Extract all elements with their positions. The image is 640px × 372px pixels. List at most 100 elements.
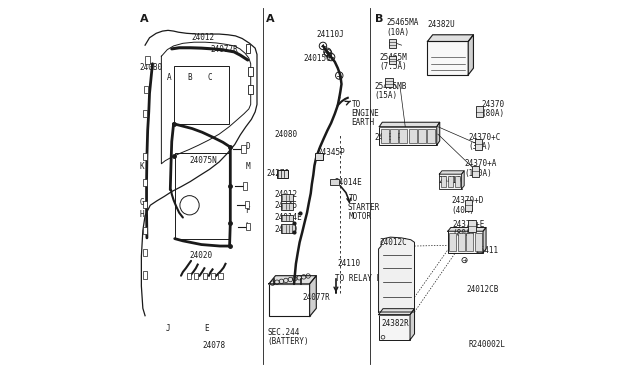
Text: 24075N: 24075N: [189, 155, 218, 164]
Text: 24077R: 24077R: [303, 293, 330, 302]
Text: TO: TO: [349, 195, 358, 203]
Bar: [281, 203, 293, 210]
Text: B: B: [375, 14, 383, 24]
Polygon shape: [428, 35, 474, 41]
Bar: [476, 106, 483, 118]
Bar: [277, 170, 288, 178]
Bar: [378, 315, 410, 340]
Text: 25410: 25410: [438, 176, 461, 185]
Bar: [399, 129, 407, 143]
Bar: [466, 233, 473, 251]
Text: 24014E: 24014E: [275, 213, 303, 222]
Text: 24370: 24370: [481, 100, 504, 109]
Text: K: K: [140, 162, 144, 171]
Polygon shape: [468, 35, 474, 75]
Text: 24345: 24345: [275, 201, 298, 210]
Text: (30A): (30A): [468, 142, 492, 151]
Text: B: B: [188, 73, 192, 82]
Text: (15A): (15A): [375, 92, 398, 100]
Bar: [380, 127, 436, 145]
Polygon shape: [483, 228, 486, 253]
Text: (80A): (80A): [481, 109, 504, 118]
Text: 24382R: 24382R: [381, 319, 409, 328]
Text: (40A): (40A): [452, 206, 475, 215]
Text: 24270: 24270: [267, 169, 290, 178]
Bar: [143, 86, 148, 93]
Polygon shape: [380, 122, 440, 127]
Bar: [389, 39, 396, 48]
Bar: [385, 78, 392, 87]
Bar: [472, 166, 479, 177]
Polygon shape: [378, 309, 415, 315]
Bar: [211, 273, 215, 279]
Text: J: J: [166, 324, 170, 333]
Bar: [145, 56, 150, 64]
Text: L: L: [245, 222, 250, 231]
Bar: [143, 153, 147, 160]
Bar: [143, 110, 147, 118]
Text: 24078: 24078: [202, 341, 226, 350]
Bar: [448, 176, 453, 187]
Bar: [439, 174, 461, 189]
Bar: [281, 215, 293, 221]
Bar: [381, 129, 388, 143]
Bar: [475, 233, 481, 251]
Polygon shape: [436, 122, 440, 145]
Text: 24014E: 24014E: [335, 178, 363, 187]
Bar: [244, 201, 249, 208]
Bar: [143, 179, 147, 186]
Text: A: A: [140, 14, 148, 24]
Text: 24110: 24110: [337, 259, 360, 268]
Text: 24012CB: 24012CB: [467, 285, 499, 294]
Polygon shape: [410, 309, 415, 340]
Bar: [143, 249, 147, 256]
Text: (7.5A): (7.5A): [380, 62, 407, 71]
Text: ENGINE: ENGINE: [351, 109, 378, 118]
Text: E: E: [204, 324, 209, 333]
Bar: [449, 233, 456, 251]
Bar: [202, 273, 207, 279]
Text: EARTH: EARTH: [351, 119, 374, 128]
Text: R240002L: R240002L: [468, 340, 505, 349]
Text: 24012: 24012: [275, 190, 298, 199]
Bar: [143, 201, 147, 208]
Text: A: A: [266, 14, 275, 24]
Text: 24015G: 24015G: [303, 54, 331, 62]
Bar: [246, 44, 250, 53]
Bar: [441, 176, 446, 187]
Bar: [143, 227, 147, 234]
Polygon shape: [310, 276, 316, 317]
Text: M: M: [245, 162, 250, 171]
Bar: [454, 176, 460, 187]
Text: C: C: [207, 73, 212, 82]
Text: STARTER: STARTER: [347, 203, 380, 212]
Text: 24382U: 24382U: [428, 20, 455, 29]
Text: 24012C: 24012C: [380, 238, 407, 247]
Bar: [428, 41, 468, 75]
Text: 24370+C: 24370+C: [468, 132, 500, 142]
Polygon shape: [378, 237, 415, 312]
Text: F: F: [245, 206, 250, 215]
Text: (100A): (100A): [465, 169, 492, 177]
Text: 24370+D: 24370+D: [452, 196, 484, 205]
Text: (80A): (80A): [452, 229, 476, 238]
Bar: [389, 55, 396, 64]
Bar: [418, 129, 426, 143]
Text: G: G: [140, 198, 144, 207]
Text: 24020: 24020: [189, 251, 212, 260]
Text: TO: TO: [352, 100, 362, 109]
Text: 24080: 24080: [275, 130, 298, 140]
Bar: [315, 153, 323, 160]
Bar: [448, 231, 483, 253]
Text: 24110J: 24110J: [316, 29, 344, 39]
Bar: [475, 139, 483, 150]
Bar: [248, 67, 253, 76]
Polygon shape: [269, 276, 316, 284]
Bar: [281, 194, 293, 201]
Text: (10A): (10A): [386, 28, 409, 37]
Bar: [468, 221, 476, 232]
Polygon shape: [448, 228, 486, 231]
Bar: [218, 273, 223, 279]
Polygon shape: [439, 171, 464, 174]
Text: 25465MB: 25465MB: [375, 82, 407, 91]
